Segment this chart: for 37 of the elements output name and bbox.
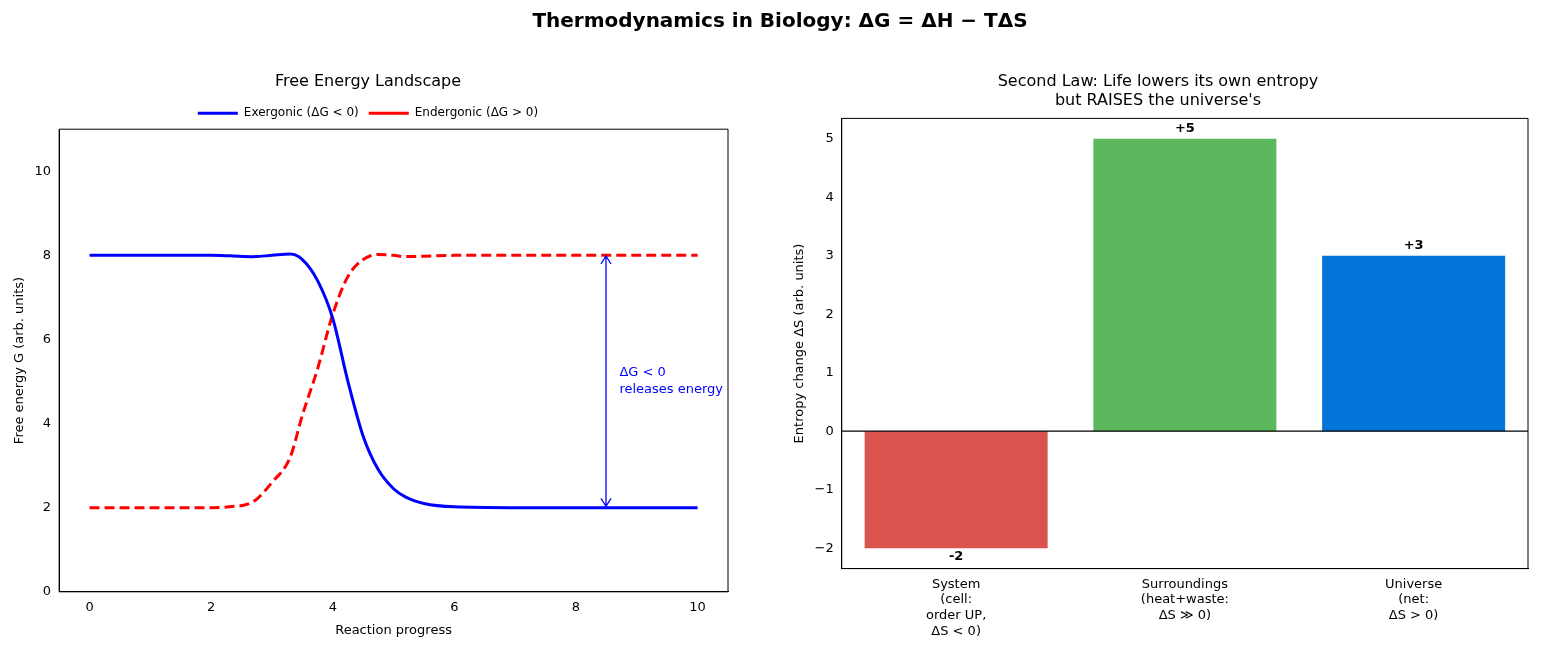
x-tick-label: System (cell: order UP, ΔS < 0) — [925, 575, 987, 638]
y-tick-label: 10 — [34, 162, 52, 178]
y-tick-label: 0 — [825, 422, 834, 438]
y-tick-label: 2 — [825, 305, 834, 321]
x-tick-label: 0 — [85, 598, 94, 614]
data-label: +3 — [1403, 236, 1424, 252]
annotation: ΔG < 0 releases energy — [619, 364, 724, 397]
x-tick-label: 4 — [328, 598, 337, 614]
text: Thermodynamics in Biology: ΔG = ΔH − TΔS — [531, 8, 1029, 32]
data-label: -2 — [948, 548, 964, 564]
y-tick-label: 8 — [42, 246, 52, 262]
y-tick-label: 5 — [825, 130, 834, 146]
y-tick-label: 1 — [825, 364, 834, 380]
y-tick-label: 4 — [825, 188, 834, 204]
y-axis-title: Free energy G (arb. units) — [11, 276, 27, 445]
bar — [1093, 138, 1277, 432]
data-label: +5 — [1174, 119, 1195, 135]
x-tick-label: Surroundings (heat+waste: ΔS ≫ 0) — [1140, 575, 1229, 622]
y-axis-title: Entropy change ΔS (arb. units) — [791, 243, 807, 444]
x-axis-title: Reaction progress — [335, 621, 453, 637]
y-tick-label: 2 — [42, 499, 52, 515]
legend-label: Endergonic (ΔG > 0) — [414, 105, 539, 120]
x-tick-label: Universe (net: ΔS > 0) — [1385, 575, 1443, 622]
y-tick-label: 4 — [42, 414, 52, 430]
bar — [1322, 255, 1506, 432]
y-tick-label: 6 — [42, 330, 52, 346]
x-tick-label: 6 — [450, 598, 459, 614]
bar — [864, 431, 1048, 549]
chart-title: Second Law: Life lowers its own entropy but RAISES the universe's — [997, 70, 1319, 109]
x-tick-label: 10 — [689, 598, 706, 614]
y-tick-label: 3 — [825, 247, 834, 263]
legend-label: Exergonic (ΔG < 0) — [243, 105, 359, 120]
x-tick-label: 8 — [571, 598, 581, 614]
y-tick-label: −1 — [814, 481, 834, 497]
x-tick-label: 2 — [207, 598, 216, 614]
y-tick-label: −2 — [814, 539, 834, 555]
chart-title: Free Energy Landscape — [274, 70, 462, 90]
